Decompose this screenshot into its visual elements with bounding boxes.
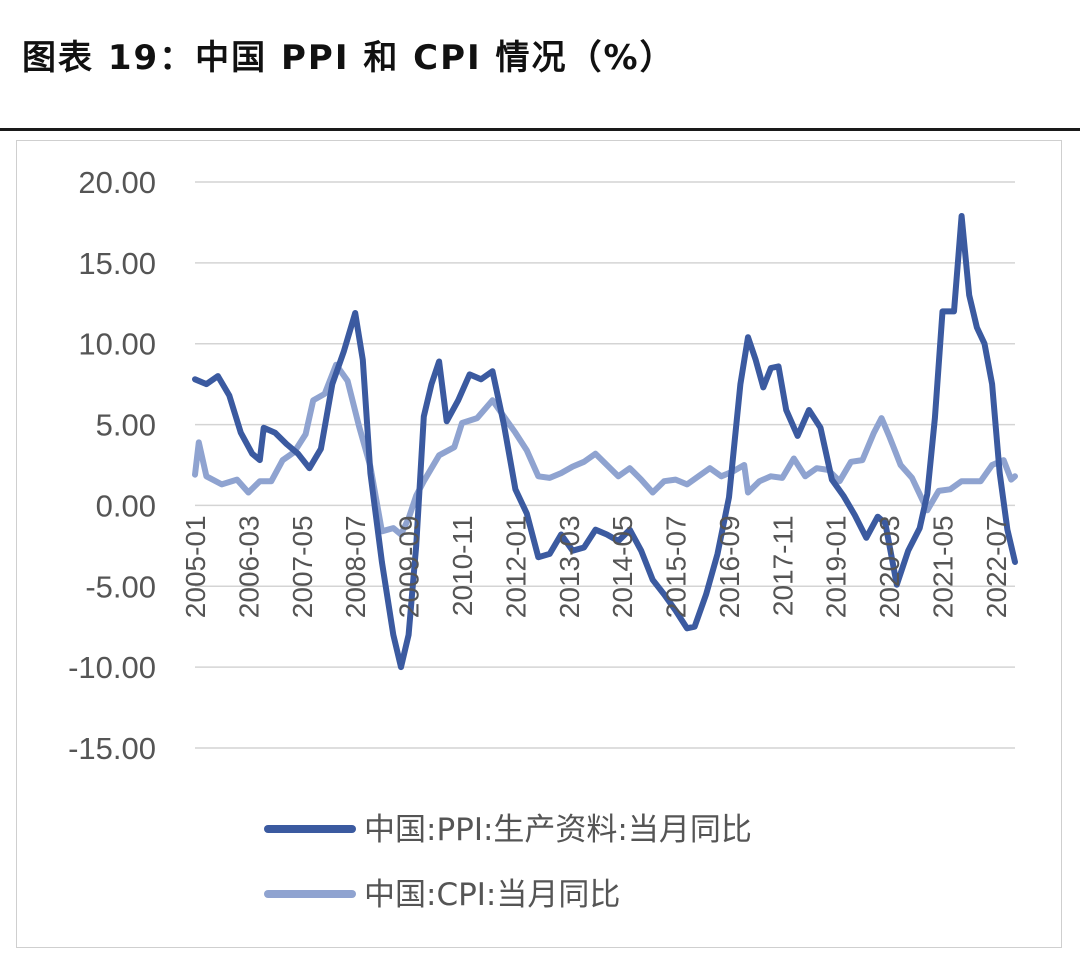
- x-tick-label: 2020-03: [874, 515, 905, 618]
- x-tick-label: 2015-07: [661, 515, 692, 618]
- y-tick-label: -10.00: [68, 650, 156, 685]
- x-tick-label: 2007-05: [287, 515, 318, 618]
- legend-ppi-label: 中国:PPI:生产资料:当月同比: [364, 812, 752, 848]
- y-axis: 20.00 15.00 10.00 5.00 0.00 -5.00 -10.00 -15.00: [68, 165, 156, 766]
- title-divider: [0, 128, 1080, 131]
- y-tick-label: 20.00: [78, 165, 156, 200]
- series-lines: [192, 213, 1018, 671]
- y-tick-label: 0.00: [96, 488, 156, 523]
- legend: 中国:PPI:生产资料:当月同比 中国:CPI:当月同比: [264, 812, 752, 913]
- chart-frame: [16, 140, 1062, 948]
- series-line-cpi: [192, 361, 1018, 538]
- x-tick-label: 2019-01: [821, 515, 852, 618]
- x-tick-label: 2021-05: [928, 515, 959, 618]
- y-tick-label: 10.00: [78, 327, 156, 362]
- y-tick-label: 15.00: [78, 246, 156, 281]
- x-axis: 2005-01 2006-03 2007-05 2008-07 2009-09 2010-…: [180, 515, 1012, 618]
- x-tick-label: 2012-01: [500, 515, 531, 618]
- x-tick-label: 2022-07: [981, 515, 1012, 618]
- x-tick-label: 2005-01: [180, 515, 211, 618]
- chart-title: 图表 19：中国 PPI 和 CPI 情况（%）: [22, 38, 676, 78]
- x-tick-label: 2009-09: [394, 515, 425, 618]
- x-tick-label: 2014-05: [607, 515, 638, 618]
- y-tick-label: -5.00: [85, 569, 156, 604]
- series-line-ppi: [192, 213, 1018, 671]
- x-tick-label: 2013-03: [554, 515, 585, 618]
- legend-cpi-label: 中国:CPI:当月同比: [364, 877, 620, 913]
- x-tick-label: 2006-03: [233, 515, 264, 618]
- y-tick-label: -15.00: [68, 731, 156, 766]
- y-tick-label: 5.00: [96, 408, 156, 443]
- x-tick-label: 2017-11: [767, 515, 798, 616]
- x-tick-label: 2010-11: [447, 515, 478, 616]
- x-tick-label: 2008-07: [340, 515, 371, 618]
- x-tick-label: 2016-09: [714, 515, 745, 618]
